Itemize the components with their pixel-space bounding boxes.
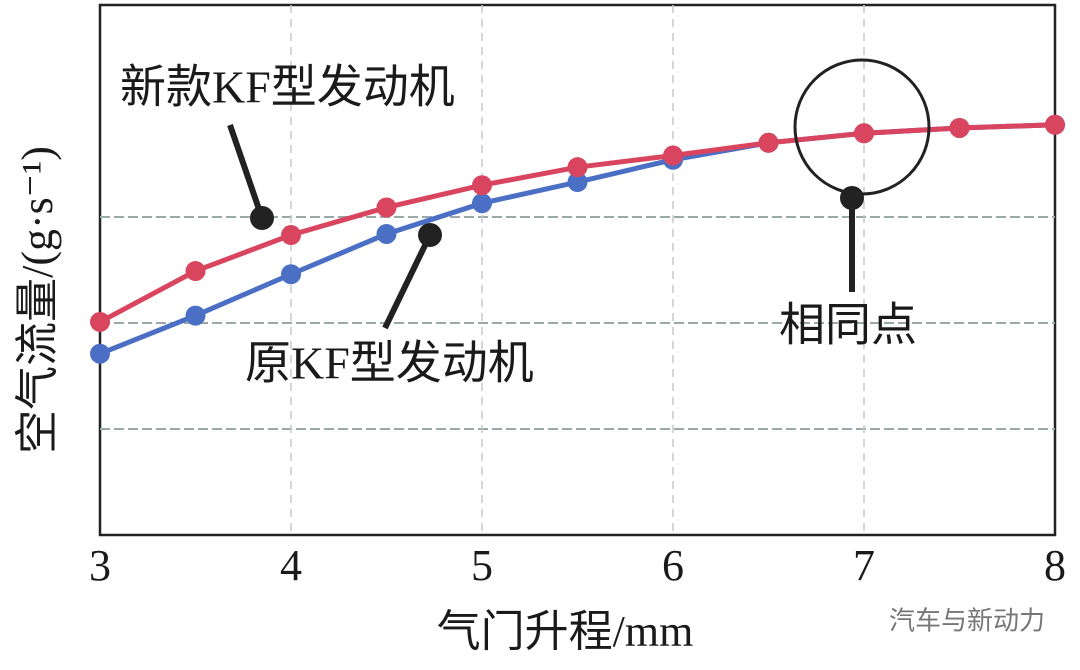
legend-label: 新款KF型发动机: [120, 62, 455, 113]
x-axis-title: 气门升程/mm: [437, 607, 694, 656]
legend-label: 原KF型发动机: [245, 338, 534, 389]
data-point: [472, 175, 492, 196]
data-point: [472, 193, 492, 214]
data-point: [376, 197, 397, 218]
data-point: [90, 311, 110, 332]
x-tick-label: 4: [280, 541, 302, 590]
callout-pointer: [227, 124, 265, 219]
data-point: [949, 117, 970, 138]
y-axis-title: 空气流量/(g·s⁻¹): [13, 146, 62, 454]
data-point: [281, 225, 301, 246]
data-point: [376, 223, 397, 244]
plot-frame: [98, 3, 1057, 537]
callout-dot: [418, 223, 442, 247]
callout-dot: [250, 206, 274, 230]
data-point: [567, 172, 588, 193]
x-tick-label: 8: [1044, 541, 1066, 590]
data-point: [281, 264, 301, 285]
data-point: [663, 145, 683, 166]
callout-pointer: [382, 233, 433, 330]
data-point: [567, 157, 588, 178]
annotation: 相同点: [779, 300, 917, 351]
data-point: [854, 123, 874, 144]
annotation-dot: [840, 186, 864, 210]
x-tick-label: 5: [471, 541, 493, 590]
x-tick-label: 6: [662, 541, 684, 590]
data-point: [185, 305, 206, 326]
data-point: [90, 343, 110, 364]
watermark: 汽车与新动力: [889, 607, 1045, 637]
data-point: [758, 132, 779, 153]
x-tick-label: 7: [853, 541, 875, 590]
x-tick-label: 3: [89, 541, 111, 590]
data-point: [185, 261, 206, 282]
data-point: [1045, 114, 1065, 135]
